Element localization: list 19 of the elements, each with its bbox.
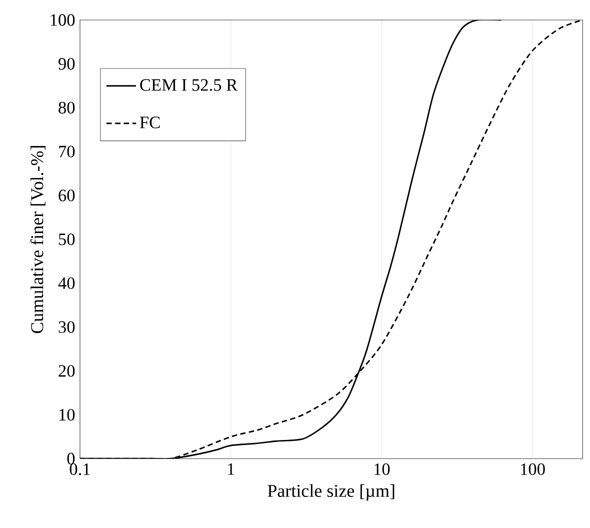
y-tick-label: 100: [50, 14, 75, 26]
x-tick-label: 0.1: [70, 463, 90, 476]
y-tick-label: 0: [67, 452, 75, 464]
y-tick-label: 20: [58, 365, 75, 377]
x-tick-label: 100: [521, 463, 545, 476]
y-tick-label: 90: [58, 58, 75, 70]
y-tick-label: 70: [59, 146, 75, 158]
y-tick-label: 50: [58, 233, 75, 246]
x-tick-label: 10: [374, 463, 390, 476]
y-tick-label: 80: [58, 102, 75, 114]
y-tick-label: 40: [58, 277, 75, 290]
y-tick-label: 10: [59, 408, 75, 421]
legend-label: CEM I 52.5 R: [140, 79, 238, 91]
y-axis-title: Cumulative finer [Vol.-%]: [30, 146, 46, 334]
y-tick-label: 60: [58, 190, 75, 202]
x-axis-title: Particle size [µm]: [268, 484, 394, 501]
legend-label: FC: [140, 116, 160, 128]
y-tick-label: 30: [58, 321, 75, 333]
x-tick-label: 1: [228, 463, 234, 475]
